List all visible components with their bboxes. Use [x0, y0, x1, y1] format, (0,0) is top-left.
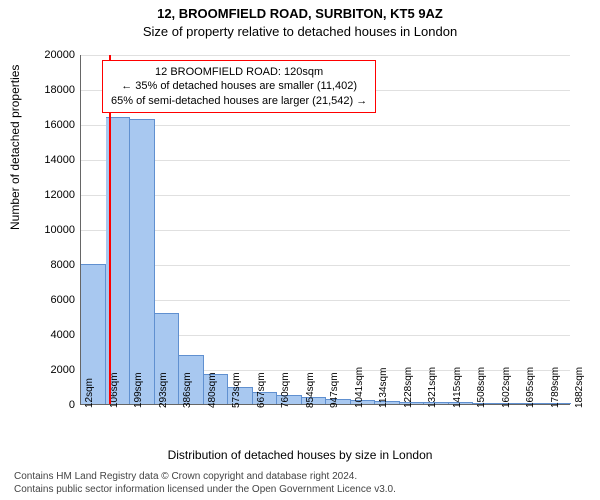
x-tick-label: 480sqm	[207, 372, 218, 408]
x-tick-label: 854sqm	[305, 372, 316, 408]
x-tick-label: 667sqm	[256, 372, 267, 408]
chart-title-line2: Size of property relative to detached ho…	[0, 24, 600, 39]
x-tick-label: 1508sqm	[476, 367, 487, 408]
y-tick-label: 18000	[31, 84, 81, 96]
x-tick-label: 12sqm	[84, 378, 95, 408]
annotation-line: ← 35% of detached houses are smaller (11…	[111, 79, 367, 93]
y-tick-label: 10000	[31, 224, 81, 236]
x-tick-label: 947sqm	[329, 372, 340, 408]
y-axis-label: Number of detached properties	[8, 65, 22, 230]
x-tick-label: 1695sqm	[525, 367, 536, 408]
y-tick-label: 2000	[31, 364, 81, 376]
annotation-line: 65% of semi-detached houses are larger (…	[111, 94, 367, 108]
annotation-line: 12 BROOMFIELD ROAD: 120sqm	[111, 65, 367, 79]
x-tick-label: 1789sqm	[550, 367, 561, 408]
x-tick-label: 293sqm	[158, 372, 169, 408]
footer-attribution: Contains HM Land Registry data © Crown c…	[14, 470, 586, 496]
x-tick-label: 1041sqm	[354, 367, 365, 408]
x-axis-label: Distribution of detached houses by size …	[0, 448, 600, 462]
y-tick-label: 4000	[31, 329, 81, 341]
x-tick-label: 386sqm	[182, 372, 193, 408]
y-tick-label: 14000	[31, 154, 81, 166]
x-tick-label: 1882sqm	[574, 367, 585, 408]
footer-line: Contains public sector information licen…	[14, 483, 586, 496]
annotation-box: 12 BROOMFIELD ROAD: 120sqm ← 35% of deta…	[102, 60, 376, 113]
x-tick-label: 760sqm	[280, 372, 291, 408]
x-tick-label: 1415sqm	[452, 367, 463, 408]
x-tick-label: 1134sqm	[378, 368, 389, 408]
y-tick-label: 16000	[31, 119, 81, 131]
y-tick-label: 8000	[31, 259, 81, 271]
gridline	[81, 55, 570, 56]
x-tick-label: 1228sqm	[403, 367, 414, 408]
x-tick-label: 199sqm	[133, 372, 144, 408]
x-tick-label: 1602sqm	[501, 367, 512, 408]
x-tick-label: 1321sqm	[427, 367, 438, 408]
histogram-bar	[130, 119, 155, 404]
y-tick-label: 20000	[31, 49, 81, 61]
chart-title-line1: 12, BROOMFIELD ROAD, SURBITON, KT5 9AZ	[0, 6, 600, 21]
footer-line: Contains HM Land Registry data © Crown c…	[14, 470, 586, 483]
chart-container: 12, BROOMFIELD ROAD, SURBITON, KT5 9AZ S…	[0, 0, 600, 500]
y-tick-label: 0	[31, 399, 81, 411]
y-tick-label: 12000	[31, 189, 81, 201]
y-tick-label: 6000	[31, 294, 81, 306]
x-tick-label: 573sqm	[231, 372, 242, 408]
